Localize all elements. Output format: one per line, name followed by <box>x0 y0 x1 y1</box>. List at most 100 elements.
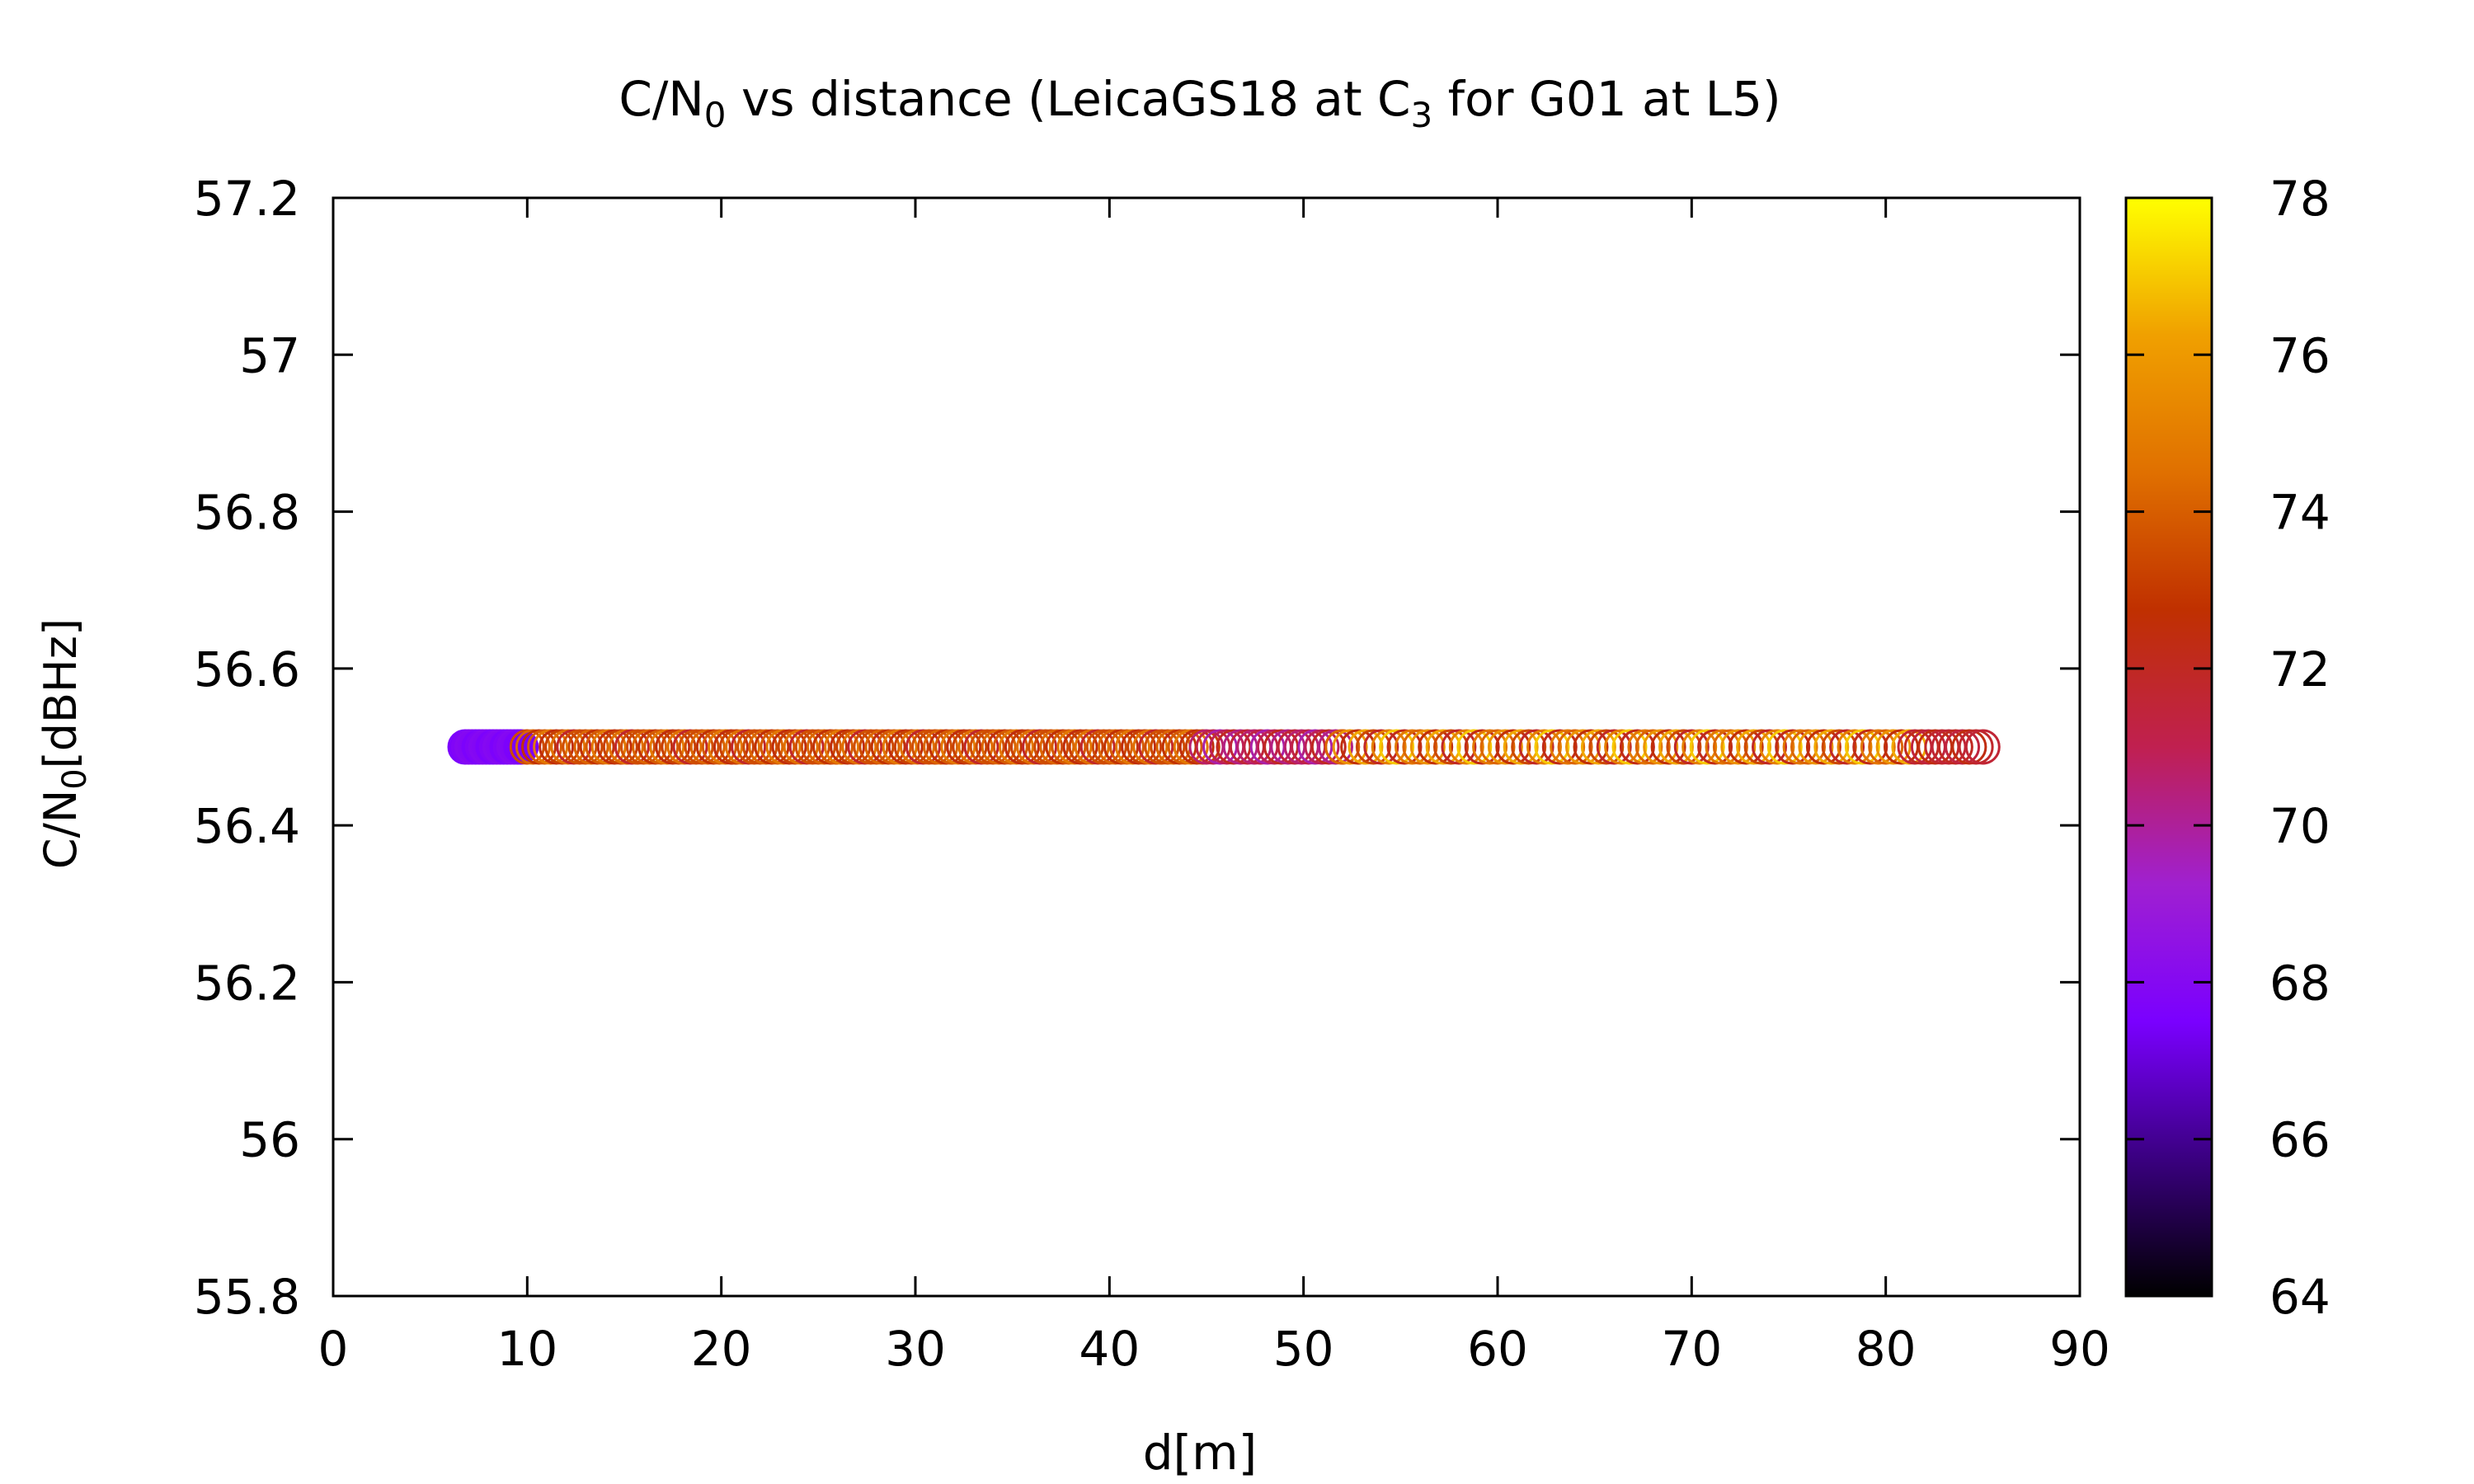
data-point <box>1441 729 1477 765</box>
data-point <box>1363 729 1399 765</box>
data-point <box>1418 729 1454 765</box>
data-point <box>1379 729 1415 765</box>
ylabel-suffix: [dBHz] <box>35 618 87 768</box>
data-point <box>1318 729 1353 765</box>
x-tick-label: 50 <box>1273 1321 1334 1377</box>
data-point <box>1766 729 1803 765</box>
data-point <box>1868 729 1904 765</box>
data-point <box>1557 729 1593 765</box>
data-point <box>1790 729 1826 765</box>
data-point <box>1448 729 1484 765</box>
data-point <box>1619 729 1655 765</box>
data-point <box>1829 729 1865 765</box>
data-point <box>1518 729 1554 765</box>
data-point <box>1550 729 1586 765</box>
title-sub2: 3 <box>1411 95 1433 135</box>
data-point <box>1875 729 1912 765</box>
data-point <box>1666 729 1702 765</box>
data-point <box>1495 729 1531 765</box>
data-point <box>1844 729 1880 765</box>
data-point <box>1596 729 1632 765</box>
data-point <box>1456 729 1493 765</box>
data-point <box>1565 729 1601 765</box>
data-point <box>1297 729 1333 765</box>
data-point <box>1951 729 1987 765</box>
title-middle: vs distance (LeicaGS18 at C <box>727 71 1411 127</box>
y-tick-label: 56.6 <box>194 641 300 697</box>
data-point <box>1588 729 1625 765</box>
data-point <box>1534 729 1570 765</box>
x-tick-label: 40 <box>1079 1321 1140 1377</box>
data-point <box>1332 729 1368 765</box>
data-point <box>1611 729 1648 765</box>
y-axis-ticks: 55.8 56 56.2 56.4 56.6 56.8 57 57.2 <box>194 171 2080 1325</box>
y-axis-label: C/N0[dBHz] <box>35 618 94 869</box>
data-point <box>1650 729 1686 765</box>
colorbar-tick-label: 66 <box>2269 1112 2331 1168</box>
y-tick-label: 56.4 <box>194 798 300 854</box>
colorbar-tick-label: 74 <box>2269 485 2331 541</box>
data-point <box>1472 729 1508 765</box>
y-tick-label: 57 <box>239 327 300 383</box>
ylabel-sub: 0 <box>56 768 94 789</box>
data-point <box>1340 729 1376 765</box>
data-point <box>1526 729 1562 765</box>
plot-axes <box>332 196 2081 1298</box>
y-tick-label: 56.8 <box>194 485 300 541</box>
data-point <box>1573 729 1609 765</box>
x-tick-label: 70 <box>1661 1321 1722 1377</box>
data-point <box>1775 729 1811 765</box>
data-point <box>1743 729 1780 765</box>
x-tick-label: 20 <box>691 1321 752 1377</box>
data-point <box>1371 729 1407 765</box>
data-point <box>1837 729 1873 765</box>
data-point <box>1324 729 1361 765</box>
data-point <box>1782 729 1818 765</box>
title-suffix: for G01 at L5) <box>1432 71 1780 127</box>
y-tick-label: 56 <box>239 1112 300 1168</box>
data-point <box>1798 729 1834 765</box>
data-point <box>1487 729 1523 765</box>
plot-frame <box>332 196 2081 1298</box>
svg-text:C/N0 vs distance (LeicaGS18 at: C/N0 vs distance (LeicaGS18 at C3 for G0… <box>618 71 1780 135</box>
data-point <box>1503 729 1539 765</box>
data-point <box>1464 729 1500 765</box>
data-point <box>1409 729 1446 765</box>
data-point <box>1759 729 1795 765</box>
colorbar-tick-label: 76 <box>2269 327 2331 383</box>
data-point <box>1627 729 1663 765</box>
data-point <box>1852 729 1888 765</box>
y-tick-label: 57.2 <box>194 171 300 227</box>
data-point <box>1425 729 1461 765</box>
scatter-points <box>447 729 2001 765</box>
data-point <box>1720 729 1757 765</box>
x-tick-label: 90 <box>2049 1321 2110 1377</box>
data-point <box>1681 729 1718 765</box>
data-point <box>1604 729 1640 765</box>
x-tick-label: 80 <box>1856 1321 1917 1377</box>
data-point <box>1937 729 1973 765</box>
data-point <box>1348 729 1384 765</box>
data-point <box>1304 729 1340 765</box>
y-tick-label: 56.2 <box>194 955 300 1011</box>
data-point <box>1958 729 1994 765</box>
x-tick-label: 10 <box>496 1321 557 1377</box>
data-point <box>1433 729 1469 765</box>
data-point <box>1752 729 1787 765</box>
colorbar-ticks: 64 66 68 70 72 74 76 78 <box>2126 171 2331 1325</box>
x-axis-label: d[m] <box>1143 1425 1258 1481</box>
ylabel-prefix: C/N <box>35 790 87 869</box>
colorbar <box>2124 196 2213 1298</box>
x-axis-ticks: 0 10 20 30 40 50 60 70 80 90 <box>318 198 2110 1377</box>
x-tick-label: 0 <box>318 1321 349 1377</box>
data-point <box>1705 729 1741 765</box>
data-point <box>1395 729 1430 765</box>
data-point <box>1964 729 2001 765</box>
data-point <box>1658 729 1694 765</box>
svg-text:C/N0[dBHz]: C/N0[dBHz] <box>35 618 94 869</box>
data-point <box>1580 729 1616 765</box>
colorbar-tick-label: 68 <box>2269 955 2331 1011</box>
data-point <box>1541 729 1578 765</box>
title-sub: 0 <box>704 95 727 135</box>
